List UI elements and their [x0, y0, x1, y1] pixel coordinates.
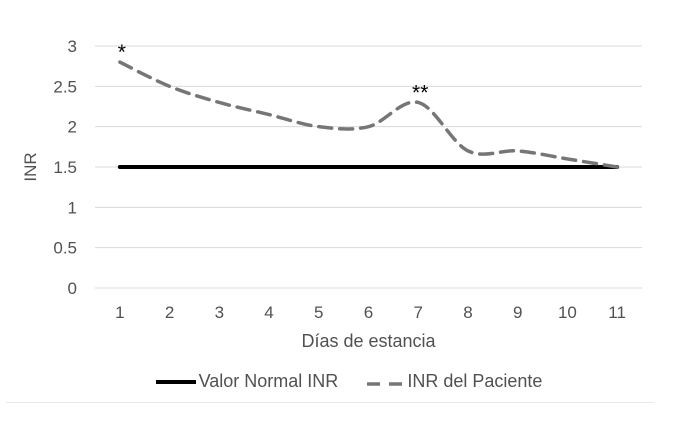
legend-label-valor-normal: Valor Normal INR	[198, 371, 339, 391]
x-tick-label: 9	[513, 303, 522, 322]
y-tick-label: 2	[68, 118, 77, 137]
x-tick-label: 11	[608, 303, 626, 322]
annotation-asterisk: *	[118, 41, 126, 64]
legend-label-paciente: INR del Paciente	[407, 371, 543, 391]
x-tick-label: 8	[463, 303, 472, 322]
x-tick-label: 10	[558, 303, 577, 322]
bottom-divider	[6, 402, 654, 403]
y-tick-label: 3	[68, 37, 77, 56]
x-tick-label: 6	[364, 303, 373, 322]
plot-area: 00.511.522.531 2 3 4 5 6 7 8 9 10 11***	[53, 37, 642, 322]
legend-item-paciente: INR del Paciente	[366, 371, 542, 392]
x-tick-label: 2	[165, 303, 174, 322]
series-line-inr-del-paciente	[118, 60, 619, 169]
x-tick-label: 3	[215, 303, 224, 322]
dashed-line-swatch-icon	[366, 371, 404, 392]
y-tick-label: 0.5	[53, 239, 77, 258]
x-tick-label: 5	[314, 303, 323, 322]
x-tick-label: 7	[413, 303, 422, 322]
x-tick-label: 4	[264, 303, 273, 322]
annotation-asterisk: **	[412, 81, 428, 104]
y-tick-label: 1	[68, 198, 77, 217]
y-tick-label: 2.5	[53, 77, 77, 96]
solid-line-swatch-icon	[155, 379, 196, 384]
y-axis-title: INR	[21, 152, 40, 182]
y-tick-label: 0	[68, 279, 77, 298]
x-axis-title: Días de estancia	[301, 331, 436, 351]
legend-item-valor-normal: Valor Normal INR	[155, 371, 339, 392]
legend: Valor Normal INR INR del Paciente	[0, 371, 698, 392]
x-tick-label: 1	[115, 303, 124, 322]
y-tick-label: 1.5	[53, 158, 77, 177]
